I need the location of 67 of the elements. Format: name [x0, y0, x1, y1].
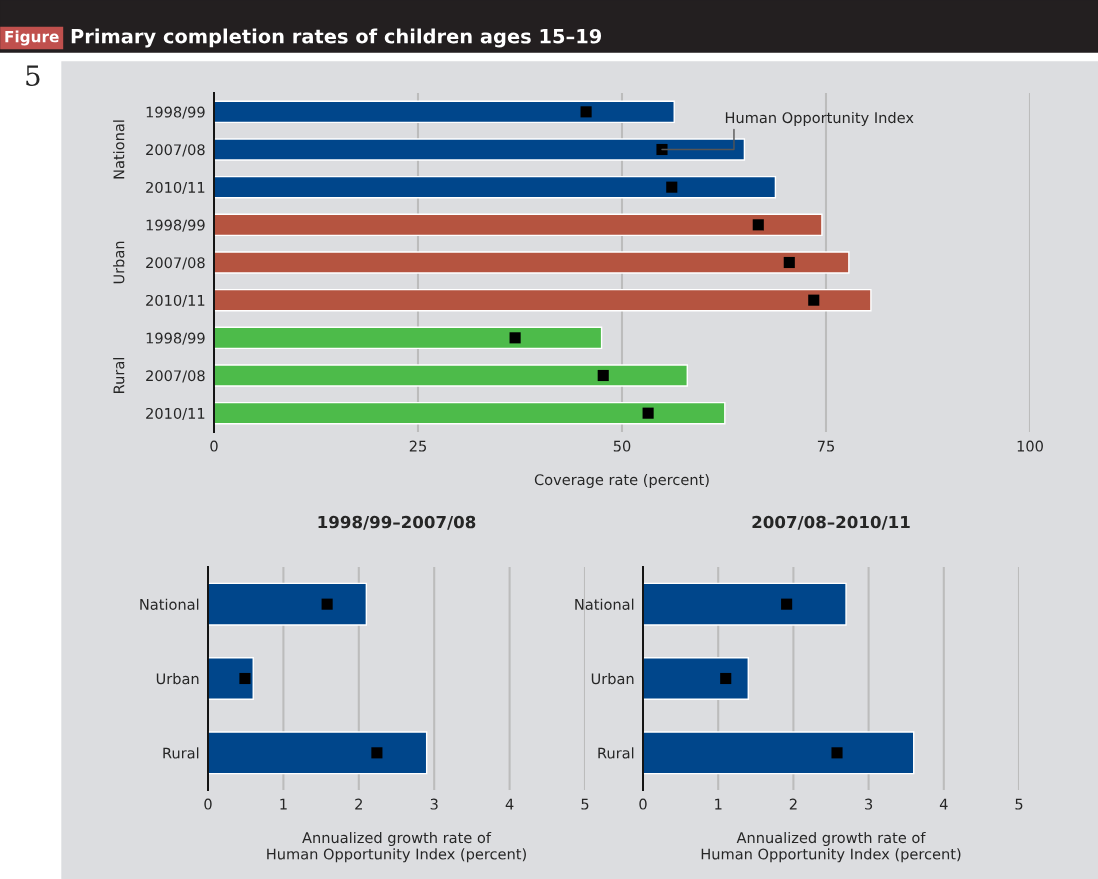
y-tick-label: Rural [163, 747, 199, 759]
bar [208, 582, 368, 626]
chart-title: 1998/99–2007/08 [318, 515, 476, 530]
point [808, 294, 820, 306]
x-tick-label: 0 [204, 798, 212, 810]
y-tick-label: 2007/08 [146, 370, 205, 383]
x-tick-label: 3 [865, 798, 873, 810]
point [509, 332, 521, 344]
text: Rural [113, 358, 125, 393]
point [580, 106, 592, 118]
text: Human Opportunity Index [725, 111, 914, 126]
x-tick-label: 0 [210, 440, 218, 452]
bar [214, 251, 850, 274]
x-tick-label: 4 [939, 798, 948, 810]
bar [214, 175, 777, 199]
x-tick-label: 0 [639, 798, 647, 810]
chart-title: Primary completion rates of children ages 15–19 [71, 28, 602, 48]
x-axis-title: Coverage rate (percent) [534, 473, 709, 489]
text: Figure [5, 30, 59, 46]
x-axis-title: Annualized growth rate of Human Opportunity Index (percent) [701, 831, 961, 863]
x-tick-label: 1 [715, 798, 722, 810]
y-tick-label: 1998/99 [146, 106, 205, 119]
bar [214, 100, 675, 124]
x-tick-label: 25 [409, 440, 426, 452]
chart-title: 2007/08–2010/11 [752, 515, 910, 530]
bar [643, 731, 915, 775]
x-tick-label: 5 [581, 798, 589, 810]
x-tick-label: 75 [817, 440, 834, 452]
y-tick-label: National [575, 598, 634, 610]
point [597, 369, 609, 382]
x-tick-label: 2 [355, 798, 362, 810]
bar [208, 731, 428, 775]
bar [214, 326, 603, 350]
x-tick-label: 5 [1015, 798, 1023, 810]
y-tick-label: National [140, 598, 199, 610]
y-tick-label: 1998/99 [146, 332, 205, 345]
y-tick-label: 2010/11 [146, 181, 205, 195]
x-tick-label: 1 [280, 798, 287, 810]
x-tick-label: 100 [1017, 440, 1043, 452]
text: Urban [113, 241, 125, 284]
x-tick-label: 3 [430, 798, 438, 810]
bar [643, 656, 749, 701]
point [752, 219, 764, 231]
x-tick-label: 4 [505, 798, 514, 810]
x-axis-title: Annualized growth rate of Human Opportunity Index (percent) [267, 831, 526, 863]
y-tick-label: Urban [156, 672, 199, 685]
y-tick-label: 2007/08 [146, 144, 205, 157]
bar [214, 213, 823, 237]
x-tick-label: 50 [613, 440, 631, 452]
y-tick-label: 2010/11 [146, 407, 205, 421]
y-tick-label: 1998/99 [146, 219, 205, 232]
point [656, 143, 668, 156]
bar [214, 401, 726, 425]
bar [214, 288, 872, 312]
y-tick-label: Urban [591, 672, 634, 685]
y-tick-label: Rural [598, 747, 634, 759]
bar [214, 138, 746, 161]
y-tick-label: 2010/11 [146, 294, 205, 308]
point [666, 181, 678, 193]
text: 5 [26, 65, 40, 87]
point [783, 256, 795, 269]
x-tick-label: 2 [789, 798, 797, 810]
bar [643, 582, 847, 626]
bar [214, 364, 688, 387]
bar [208, 656, 254, 701]
point [642, 407, 654, 419]
y-tick-label: 2007/08 [146, 257, 205, 270]
